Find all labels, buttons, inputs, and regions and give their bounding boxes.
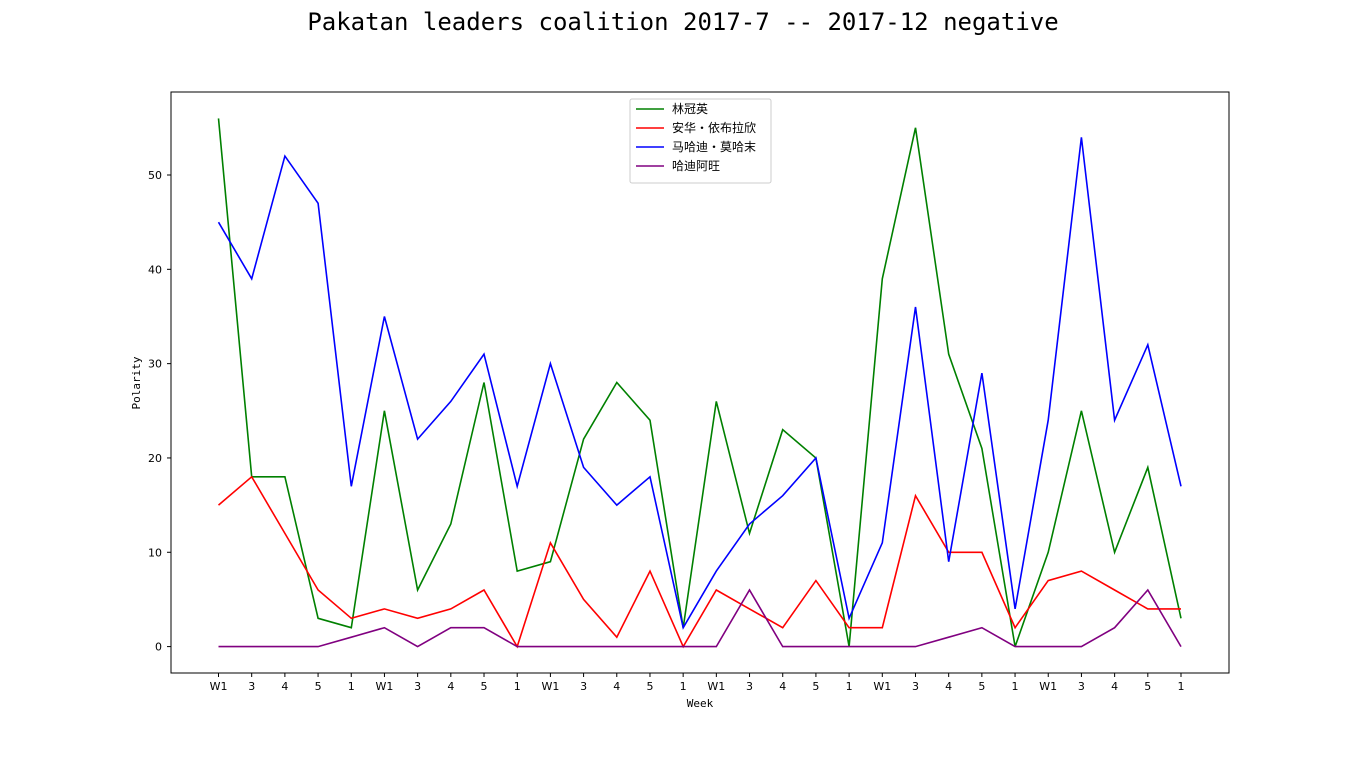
x-tick-label: W1 (707, 680, 725, 693)
legend-label: 林冠英 (672, 102, 708, 116)
plot-frame (170, 91, 1230, 674)
x-tick-label: W1 (376, 680, 394, 693)
x-tick-label: 3 (248, 680, 255, 693)
x-tick-label: 1 (846, 680, 853, 693)
series-line-0 (217, 118, 1182, 647)
x-tick-label: 3 (1078, 680, 1085, 693)
x-tick-label: W1 (1039, 680, 1057, 693)
x-tick-label: 3 (580, 680, 587, 693)
x-tick-label: 3 (912, 680, 919, 693)
y-tick-label: 20 (148, 452, 162, 465)
chart-title: Pakatan leaders coalition 2017-7 -- 2017… (307, 8, 1059, 36)
x-tick-label: 4 (945, 680, 952, 693)
x-tick-label: 5 (646, 680, 653, 693)
legend-box (629, 98, 772, 184)
x-tick-label: 1 (1178, 680, 1185, 693)
x-tick-label: 5 (978, 680, 985, 693)
x-tick-label: 4 (447, 680, 454, 693)
x-tick-label: 5 (1144, 680, 1151, 693)
x-tick-label: 4 (779, 680, 786, 693)
series-line-2 (217, 137, 1182, 630)
x-tick-label: W1 (541, 680, 559, 693)
x-tick-label: 4 (613, 680, 620, 693)
x-tick-label: 1 (1012, 680, 1019, 693)
y-tick-label: 50 (148, 169, 162, 182)
x-tick-label: W1 (210, 680, 228, 693)
series-line-1 (217, 475, 1181, 649)
legend-label: 安华・依布拉欣 (672, 120, 756, 135)
legend-label: 马哈迪・莫哈末 (672, 140, 756, 154)
y-tick-label: 30 (148, 358, 162, 371)
y-tick-label: 10 (148, 546, 162, 559)
x-tick-label: 1 (680, 680, 687, 693)
x-tick-label: W1 (873, 680, 891, 693)
x-tick-label: 4 (281, 680, 288, 693)
x-tick-label: 3 (746, 680, 753, 693)
legend-label: 哈迪阿旺 (672, 159, 720, 173)
x-tick-label: 5 (315, 680, 322, 693)
x-tick-label: 4 (1111, 680, 1118, 693)
y-tick-label: 0 (155, 641, 162, 654)
x-tick-label: 1 (514, 680, 521, 693)
y-tick-label: 40 (148, 263, 162, 276)
x-tick-label: 3 (414, 680, 421, 693)
x-tick-label: 5 (481, 680, 488, 693)
series-line-3 (218, 588, 1182, 648)
series-lines (217, 118, 1182, 649)
x-axis-label: Week (687, 697, 714, 710)
y-axis-label: Polarity (130, 356, 143, 409)
x-tick-label: 1 (348, 680, 355, 693)
x-tick-label: 5 (812, 680, 819, 693)
axis-ticks: W1 3 4 5 1 W1 3 4 5 1 W1 3 4 5 1 W1 3 4 5 1 W1 3 4 5 1 W1 3 4 5 10102… (148, 169, 1185, 693)
